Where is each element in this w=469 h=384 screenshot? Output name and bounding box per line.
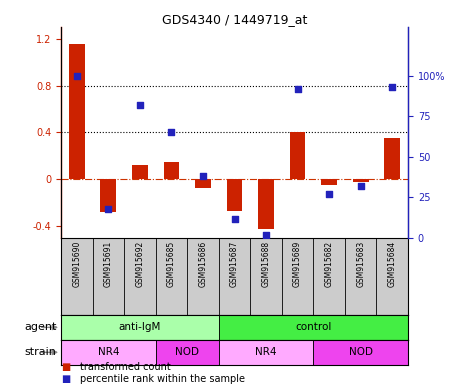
Text: NR4: NR4 bbox=[98, 347, 119, 358]
Text: GSM915690: GSM915690 bbox=[72, 240, 81, 287]
Bar bbox=[132, 166, 148, 179]
Text: GSM915689: GSM915689 bbox=[293, 240, 302, 286]
Point bbox=[105, 206, 112, 212]
Point bbox=[325, 191, 333, 197]
Bar bbox=[353, 179, 369, 182]
Point bbox=[199, 173, 207, 179]
Text: NOD: NOD bbox=[349, 347, 373, 358]
Point bbox=[167, 129, 175, 136]
Text: anti-IgM: anti-IgM bbox=[119, 322, 161, 333]
Title: GDS4340 / 1449719_at: GDS4340 / 1449719_at bbox=[162, 13, 307, 26]
Text: GSM915691: GSM915691 bbox=[104, 240, 113, 286]
Text: GSM915692: GSM915692 bbox=[136, 240, 144, 286]
Point bbox=[262, 232, 270, 238]
Bar bbox=[258, 179, 274, 229]
Bar bbox=[156, 340, 219, 365]
Bar bbox=[100, 179, 116, 212]
Text: GSM915685: GSM915685 bbox=[167, 240, 176, 286]
Bar bbox=[227, 179, 242, 211]
Text: GSM915688: GSM915688 bbox=[262, 240, 271, 286]
Text: GSM915687: GSM915687 bbox=[230, 240, 239, 286]
Point bbox=[231, 215, 238, 222]
Bar bbox=[313, 340, 408, 365]
Text: agent: agent bbox=[24, 322, 56, 333]
Text: GSM915686: GSM915686 bbox=[198, 240, 207, 286]
Point bbox=[388, 84, 396, 90]
Point bbox=[357, 183, 364, 189]
Text: percentile rank within the sample: percentile rank within the sample bbox=[80, 374, 245, 384]
Bar bbox=[321, 179, 337, 185]
Text: GSM915683: GSM915683 bbox=[356, 240, 365, 286]
Bar bbox=[61, 315, 219, 340]
Bar bbox=[69, 45, 84, 179]
Bar bbox=[195, 179, 211, 188]
Point bbox=[294, 86, 302, 92]
Text: strain: strain bbox=[24, 347, 56, 358]
Text: transformed count: transformed count bbox=[80, 362, 170, 372]
Bar bbox=[164, 162, 179, 179]
Text: NOD: NOD bbox=[175, 347, 199, 358]
Bar bbox=[385, 138, 400, 179]
Text: ■: ■ bbox=[61, 374, 70, 384]
Text: ■: ■ bbox=[61, 362, 70, 372]
Point bbox=[136, 102, 144, 108]
Point bbox=[73, 73, 81, 79]
Bar bbox=[219, 315, 408, 340]
Bar bbox=[61, 340, 156, 365]
Bar bbox=[219, 340, 313, 365]
Bar bbox=[290, 132, 305, 179]
Text: NR4: NR4 bbox=[255, 347, 277, 358]
Text: GSM915682: GSM915682 bbox=[325, 240, 333, 286]
Text: GSM915684: GSM915684 bbox=[388, 240, 397, 286]
Text: control: control bbox=[295, 322, 332, 333]
